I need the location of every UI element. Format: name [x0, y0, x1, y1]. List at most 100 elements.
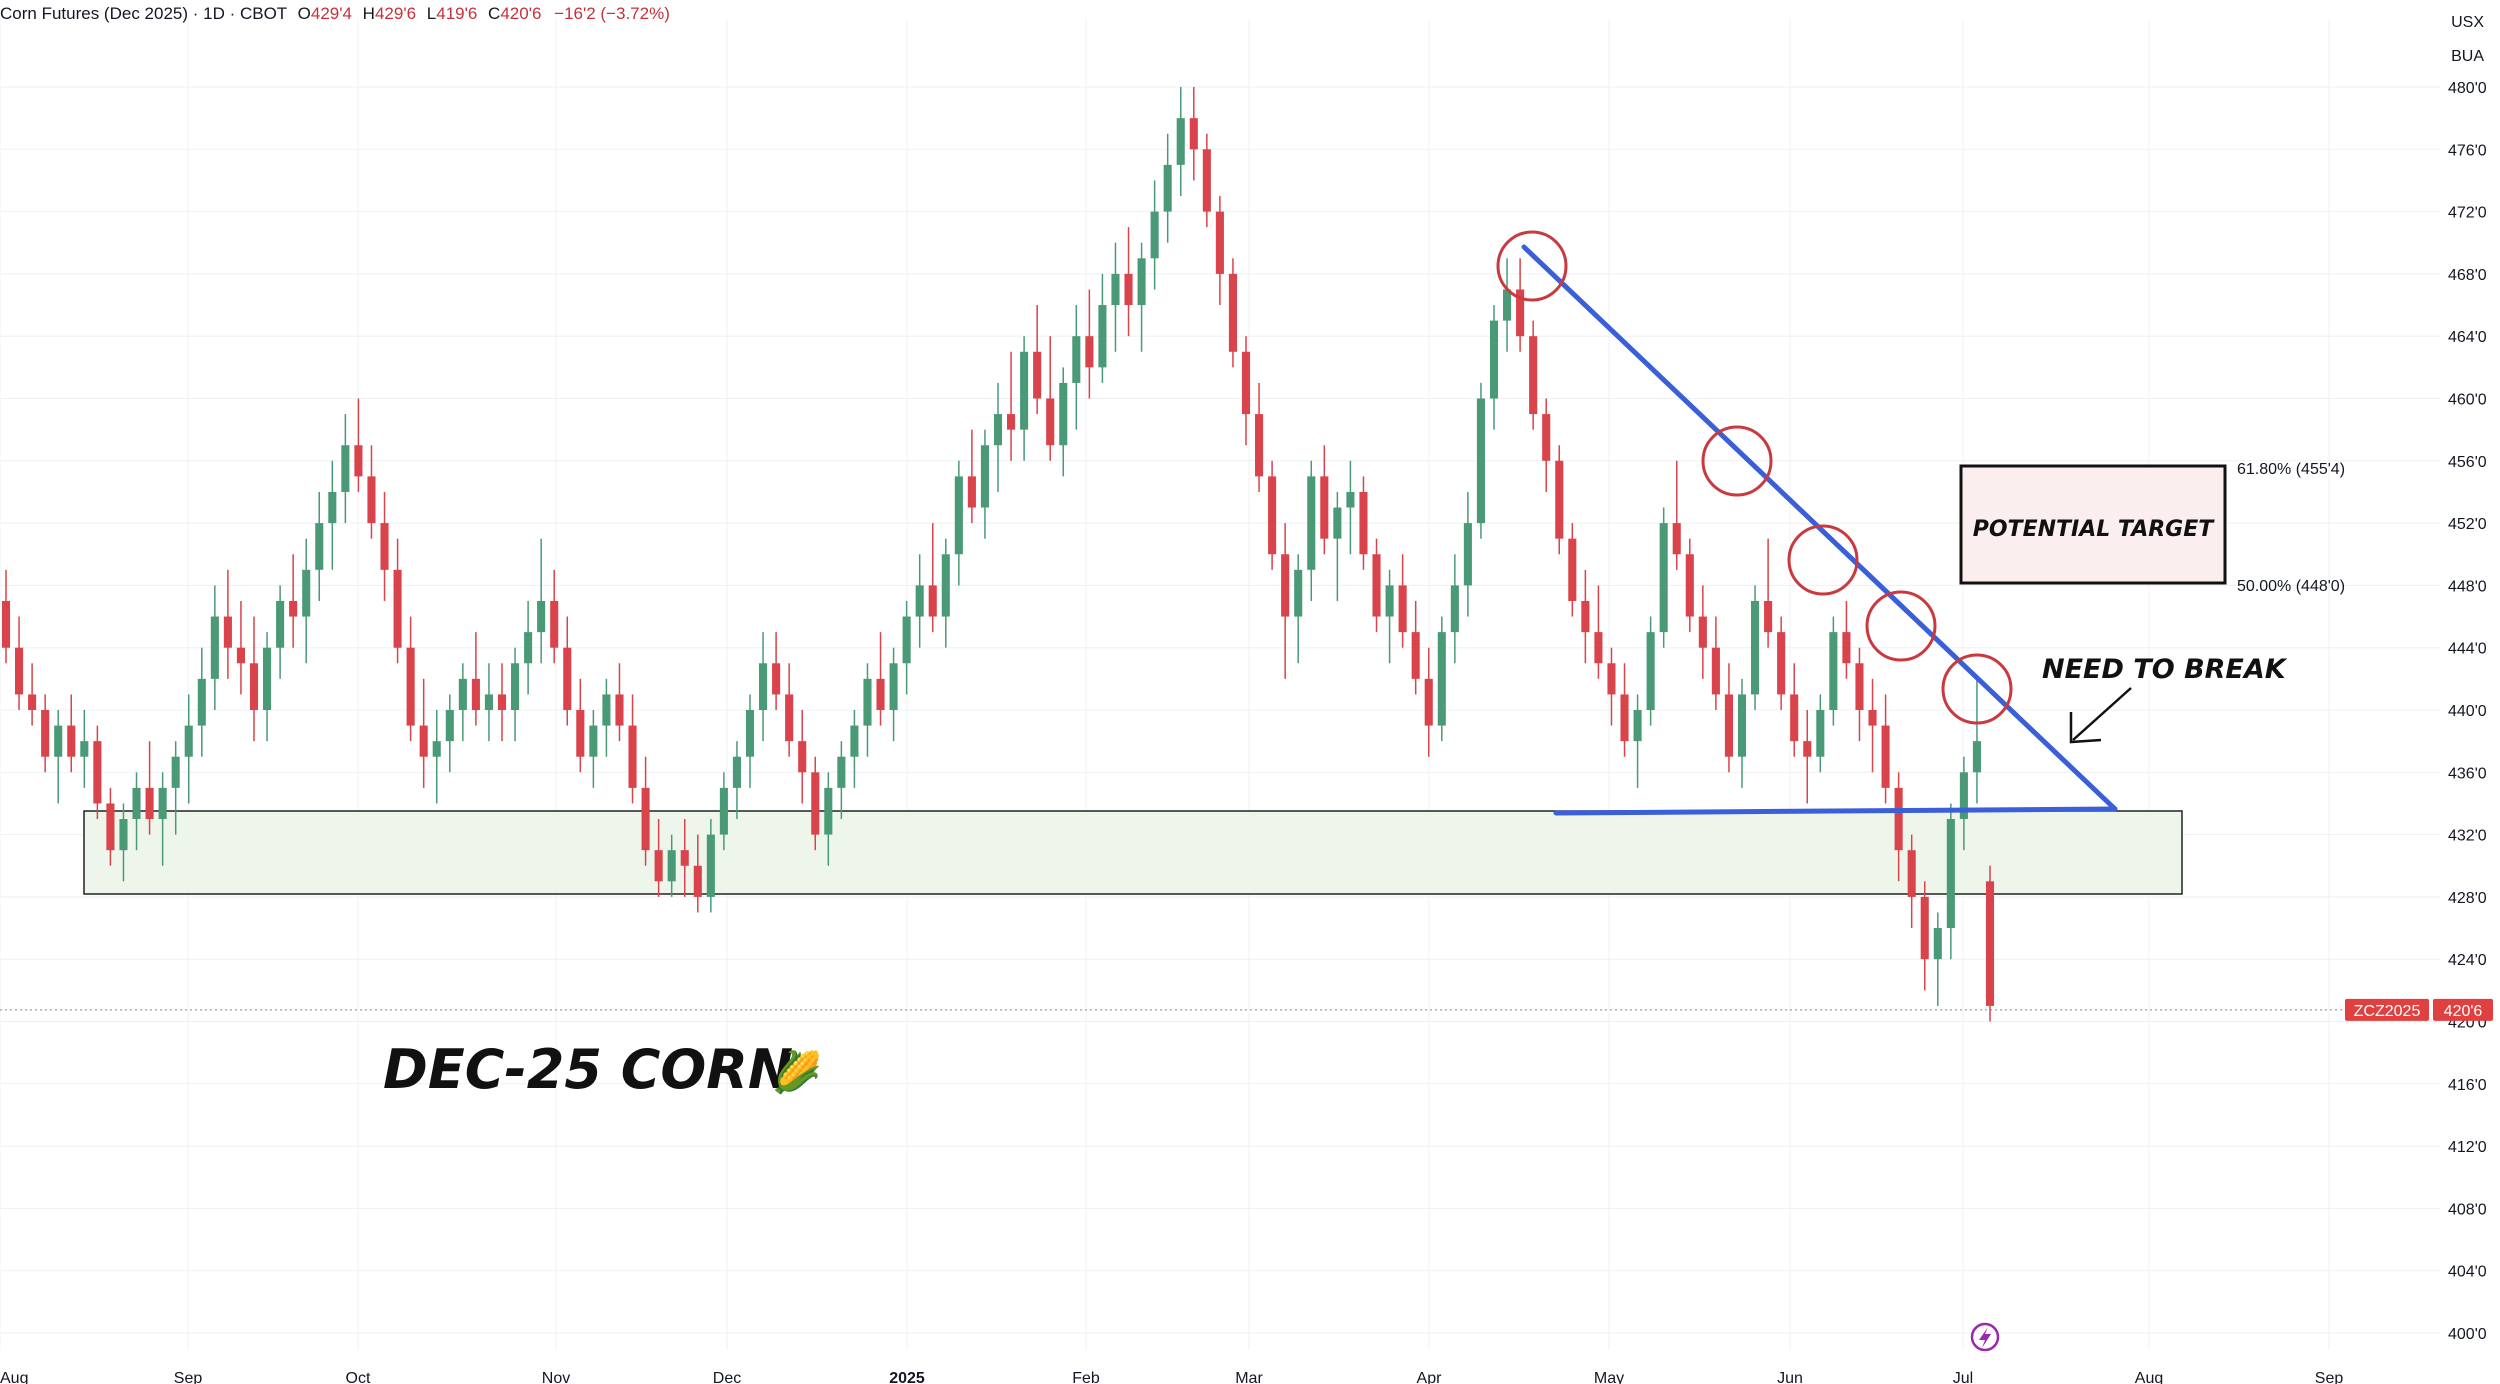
- candle: [745, 694, 755, 788]
- candle-body: [1398, 585, 1407, 633]
- candle-body: [693, 865, 702, 897]
- candle: [1215, 196, 1224, 306]
- currency-label[interactable]: USX: [2451, 14, 2484, 31]
- candle-body: [1594, 632, 1603, 664]
- y-tick-label: 436'0: [2448, 765, 2487, 782]
- candle-body: [1829, 632, 1838, 710]
- candle: [1516, 258, 1525, 352]
- lightning-icon[interactable]: [1970, 1322, 2000, 1352]
- time-axis[interactable]: Aug Sep Oct Nov Dec 2025 Feb Mar Apr May Jun Jul Aug…: [0, 1370, 2343, 1384]
- candle-body: [785, 694, 794, 742]
- x-tick-label: May: [1594, 1370, 1624, 1384]
- candle-body: [1176, 118, 1185, 165]
- candle: [445, 694, 454, 773]
- candle: [785, 663, 794, 757]
- candle-body: [315, 523, 324, 570]
- last-price-value: 420'6: [2444, 1003, 2483, 1020]
- candle-body: [1215, 211, 1224, 274]
- candle: [15, 616, 24, 710]
- candle: [1020, 336, 1029, 461]
- candle-body: [1307, 476, 1316, 570]
- candle-body: [1581, 600, 1590, 633]
- candle-body: [824, 787, 833, 835]
- candle-body: [1946, 819, 1955, 929]
- candle-body: [1737, 694, 1747, 757]
- candle: [615, 663, 624, 742]
- candle: [941, 538, 950, 648]
- candle: [1646, 616, 1655, 726]
- candle: [210, 585, 219, 710]
- candle-body: [1489, 320, 1499, 399]
- candle: [1007, 351, 1016, 461]
- candle: [93, 725, 102, 820]
- candle: [680, 819, 689, 897]
- candle-body: [1542, 414, 1551, 461]
- candle: [641, 756, 650, 866]
- candle-body: [1046, 398, 1055, 446]
- candle-body: [54, 725, 63, 757]
- candle-body: [602, 694, 611, 726]
- candle: [1463, 491, 1472, 617]
- candle: [1620, 663, 1629, 757]
- x-tick-label: Jul: [1953, 1370, 1973, 1384]
- candle-body: [811, 772, 820, 835]
- candle-body: [759, 663, 768, 710]
- candle-body: [458, 678, 467, 710]
- candle: [1163, 133, 1172, 243]
- symbol-title[interactable]: Corn Futures (Dec 2025) · 1D · CBOT: [0, 4, 287, 23]
- candle-body: [1450, 585, 1459, 633]
- candle: [1346, 460, 1355, 555]
- fib-500-label: 50.00% (448'0): [2237, 578, 2345, 595]
- candle-body: [1150, 211, 1159, 259]
- x-tick-label: Aug: [2135, 1370, 2163, 1384]
- candle: [706, 819, 715, 913]
- candle: [393, 538, 402, 664]
- candle: [1085, 289, 1094, 399]
- x-tick-label: Feb: [1072, 1370, 1100, 1384]
- candle-body: [537, 600, 546, 633]
- candle: [602, 678, 611, 757]
- candle-body: [745, 710, 755, 757]
- close-label: C: [488, 4, 501, 23]
- candle: [1920, 881, 1929, 991]
- x-tick-label: Oct: [346, 1370, 371, 1384]
- candle-body: [511, 663, 520, 710]
- candle-body: [1255, 414, 1264, 477]
- candle: [484, 663, 493, 742]
- candle: [863, 663, 872, 757]
- candle-body: [419, 725, 428, 757]
- highlight-circle-5: [1941, 653, 2013, 725]
- candle-body: [980, 445, 989, 508]
- candle: [1, 569, 11, 664]
- currency-selector[interactable]: USX BUA: [2451, 6, 2484, 74]
- candle-body: [772, 663, 781, 695]
- y-tick-label: 460'0: [2448, 392, 2487, 409]
- price-axis[interactable]: 480'0 476'0 472'0 468'0 464'0 460'0 456'0 452'0…: [2448, 80, 2487, 1343]
- candle-body: [119, 819, 128, 851]
- y-tick-label: 476'0: [2448, 142, 2487, 159]
- candle: [1529, 320, 1538, 430]
- candle: [589, 710, 598, 788]
- candle-body: [876, 678, 885, 710]
- symbol-header: Corn Futures (Dec 2025) · 1D · CBOT O429…: [0, 4, 670, 24]
- potential-target-label: POTENTIAL TARGET: [1973, 517, 2216, 542]
- candle-body: [1868, 710, 1877, 726]
- candle-body: [1476, 398, 1485, 524]
- y-tick-label: 432'0: [2448, 828, 2487, 845]
- x-tick-label: Sep: [174, 1370, 203, 1384]
- candle: [80, 710, 89, 788]
- candle: [1503, 258, 1512, 352]
- candle: [132, 772, 141, 851]
- candle-body: [171, 756, 180, 788]
- candle-body: [954, 476, 963, 555]
- candle: [732, 741, 741, 820]
- candle: [1607, 647, 1616, 726]
- currency-unit-label: BUA: [2451, 48, 2484, 65]
- candle-body: [80, 741, 89, 757]
- candle-body: [1437, 632, 1446, 726]
- candle: [1072, 305, 1081, 430]
- candle: [184, 694, 193, 804]
- need-to-break-label: NEED TO BREAK: [2042, 654, 2288, 685]
- candle-body: [106, 803, 115, 851]
